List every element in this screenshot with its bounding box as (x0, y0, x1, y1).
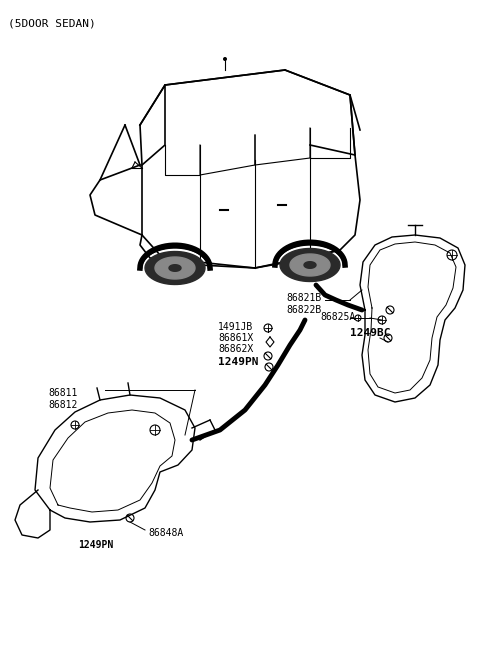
Polygon shape (145, 251, 205, 285)
Polygon shape (155, 257, 195, 279)
Text: 86825A: 86825A (320, 312, 355, 322)
Text: 1249PN: 1249PN (78, 540, 113, 550)
Text: 1249BC: 1249BC (350, 328, 391, 338)
Text: 86861X: 86861X (218, 333, 253, 343)
Text: (5DOOR SEDAN): (5DOOR SEDAN) (8, 18, 96, 28)
Text: 86848A: 86848A (148, 528, 183, 538)
Text: 1491JB: 1491JB (218, 322, 253, 332)
Polygon shape (304, 262, 316, 268)
Text: 86811
86812: 86811 86812 (48, 388, 77, 409)
Polygon shape (290, 254, 330, 276)
Polygon shape (280, 249, 340, 281)
Text: 86821B
86822B: 86821B 86822B (286, 293, 321, 315)
Text: 1249PN: 1249PN (218, 357, 259, 367)
Polygon shape (169, 265, 181, 272)
Circle shape (223, 57, 227, 61)
Text: 86862X: 86862X (218, 344, 253, 354)
